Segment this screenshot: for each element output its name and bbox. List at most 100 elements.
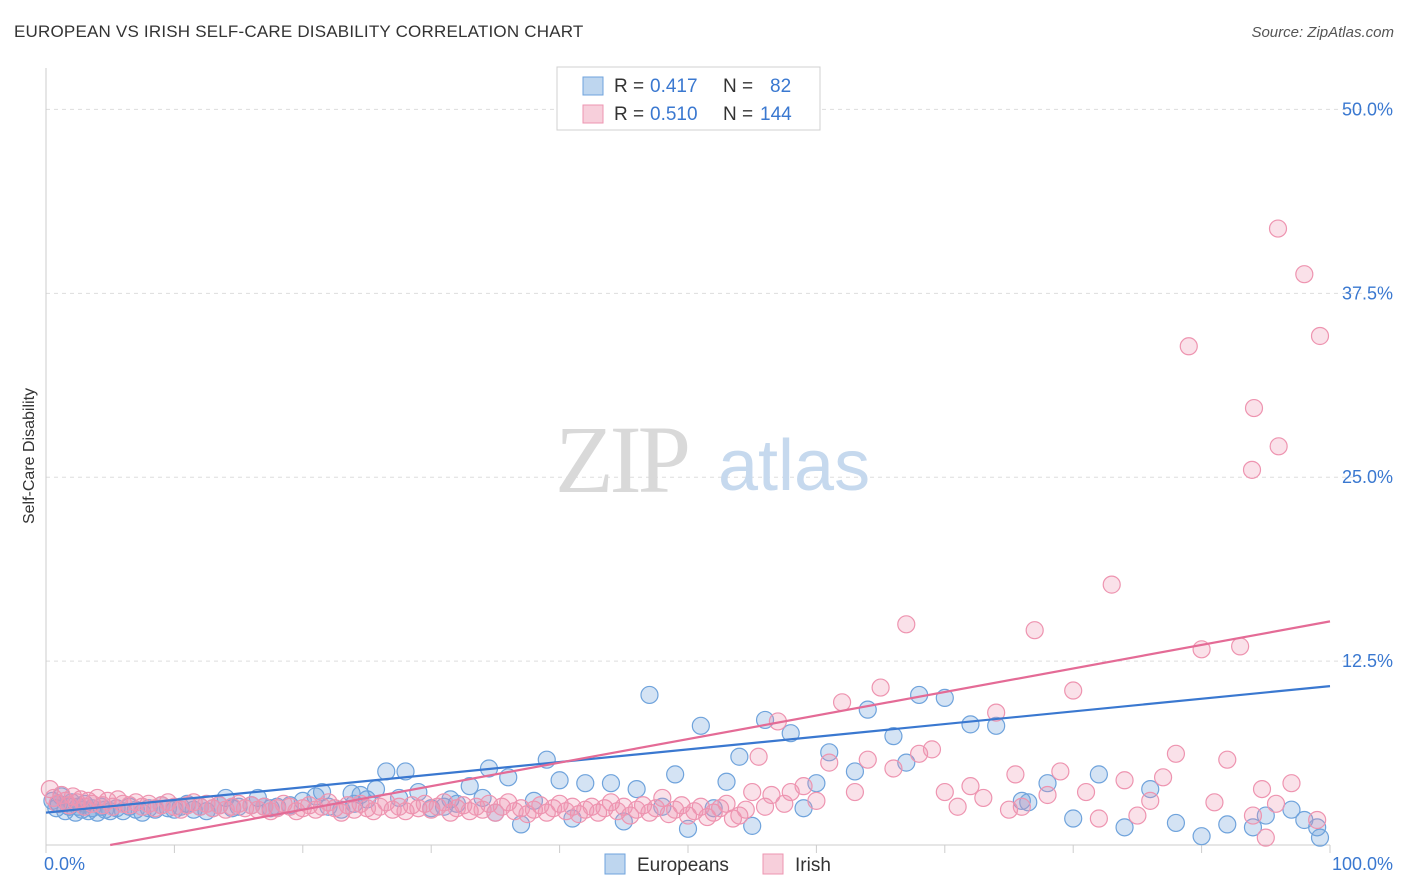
x-tick-label: 0.0% <box>44 854 85 874</box>
irish-point <box>1012 797 1031 816</box>
europeans-point <box>820 743 839 762</box>
irish-point <box>1308 810 1327 830</box>
chart-title: EUROPEAN VS IRISH SELF-CARE DISABILITY C… <box>14 22 584 41</box>
europeans-point <box>1256 806 1275 825</box>
y-tick-label: 12.5% <box>1342 651 1393 671</box>
irish-point <box>749 747 768 766</box>
y-axis-label: Self-Care Disability <box>21 388 38 524</box>
europeans-n-value: 82 <box>770 76 791 97</box>
europeans-point <box>961 715 980 734</box>
europeans-point <box>640 685 659 705</box>
chart-source: Source: ZipAtlas.com <box>1251 24 1394 41</box>
irish-point <box>935 782 954 802</box>
irish-point <box>1089 809 1108 828</box>
irish-point <box>1115 771 1134 790</box>
europeans-point <box>1192 827 1211 846</box>
europeans-point <box>1012 791 1031 810</box>
irish-point <box>40 779 59 799</box>
europeans-point <box>576 774 595 793</box>
x-tick-label: 100.0% <box>1332 854 1393 874</box>
irish-point <box>736 800 755 819</box>
irish-point <box>1025 621 1044 640</box>
europeans-point <box>743 816 762 835</box>
irish-trend-line <box>110 620 1331 847</box>
irish-point <box>1141 791 1160 810</box>
europeans-point <box>601 774 621 793</box>
irish-point <box>762 785 781 805</box>
legend-europeans-swatch <box>604 853 626 875</box>
europeans-trend-line <box>45 685 1331 814</box>
irish-point <box>1231 637 1250 656</box>
grid-lines <box>46 108 1365 662</box>
europeans-point <box>781 724 800 743</box>
irish-point <box>1295 265 1314 284</box>
series-legend: Europeans Irish <box>604 853 831 876</box>
y-axis-label-group: Self-Care Disability <box>21 388 38 524</box>
europeans-point <box>1089 765 1108 784</box>
europeans-n-label: N = <box>723 76 758 97</box>
irish-point <box>1102 575 1121 594</box>
europeans-r-label: R = <box>614 76 649 97</box>
legend-irish-label: Irish <box>795 855 831 876</box>
europeans-point <box>717 772 736 791</box>
irish-point <box>1076 782 1096 802</box>
irish-point <box>1269 437 1288 456</box>
irish-n-value: 144 <box>760 104 792 125</box>
europeans-point <box>460 777 479 796</box>
irish-point <box>858 750 877 769</box>
europeans-point <box>691 716 710 735</box>
irish-point <box>884 759 903 778</box>
europeans-point <box>1218 815 1237 834</box>
tick-labels: 12.5% 25.0% 37.5% 50.0% 0.0% 100.0% <box>44 99 1393 874</box>
irish-point <box>1051 762 1070 781</box>
irish-point <box>1038 785 1057 805</box>
europeans-swatch <box>582 76 604 96</box>
irish-point <box>755 797 775 816</box>
europeans-point <box>1308 818 1327 837</box>
irish-point <box>1006 765 1025 784</box>
europeans-point <box>858 700 877 719</box>
y-tick-label: 25.0% <box>1342 467 1393 487</box>
irish-point <box>1242 460 1262 479</box>
irish-point <box>871 678 890 697</box>
y-tick-label: 50.0% <box>1342 99 1393 119</box>
europeans-point <box>377 762 396 781</box>
watermark-atlas: atlas <box>718 426 870 506</box>
legend-irish-swatch <box>762 853 784 875</box>
irish-point <box>820 753 839 772</box>
irish-point <box>1153 768 1173 787</box>
europeans-point <box>1064 809 1083 828</box>
europeans-point <box>1166 813 1186 833</box>
irish-n-label: N = <box>723 104 758 125</box>
stats-legend: R = 0.417 N = 82 R = 0.510 N = 144 <box>556 66 821 131</box>
irish-swatch <box>582 104 604 124</box>
irish-point <box>807 791 826 810</box>
irish-point <box>832 693 852 712</box>
europeans-point <box>730 747 749 766</box>
irish-point <box>948 797 967 816</box>
irish-point <box>1179 337 1198 356</box>
irish-point <box>653 788 672 808</box>
europeans-point <box>987 716 1006 735</box>
europeans-point <box>666 765 685 784</box>
trend-lines <box>45 620 1331 847</box>
irish-point <box>961 777 980 796</box>
irish-point <box>775 794 794 813</box>
irish-point <box>922 740 942 759</box>
europeans-point <box>1282 800 1301 819</box>
irish-point <box>1128 806 1147 825</box>
axes <box>45 68 1331 853</box>
irish-point <box>1243 806 1263 825</box>
irish-point <box>1256 828 1275 847</box>
legend-europeans-label: Europeans <box>637 855 729 876</box>
irish-point <box>743 782 762 802</box>
europeans-point <box>845 762 865 781</box>
watermark-zip: ZIP <box>555 406 688 513</box>
irish-point <box>1282 774 1301 793</box>
irish-r-value: 0.510 <box>650 104 698 125</box>
irish-point <box>1064 681 1083 700</box>
europeans-point <box>884 727 903 746</box>
irish-point <box>1310 326 1330 346</box>
irish-point <box>1252 779 1272 799</box>
